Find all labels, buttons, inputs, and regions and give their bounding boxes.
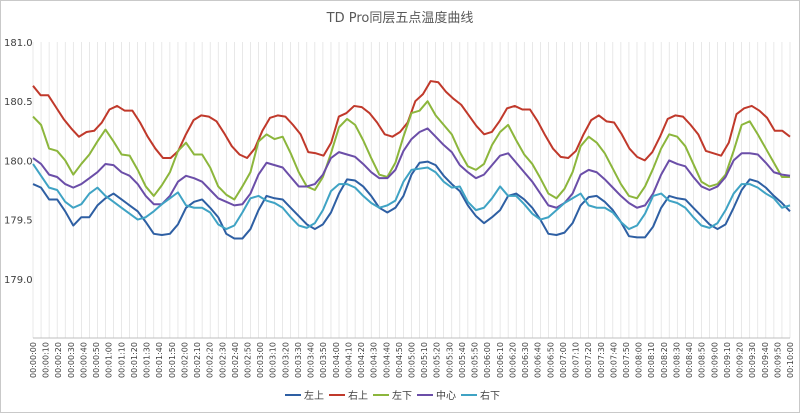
series-line-中心	[32, 127, 791, 209]
series-line-左下	[32, 100, 790, 201]
x-tick-label: 00:10:00	[786, 342, 795, 378]
x-tick-label: 00:05:20	[433, 342, 442, 378]
y-tick-label: 181.0	[4, 38, 33, 49]
x-tick-label: 00:01:30	[143, 342, 152, 378]
x-tick-label: 00:00:40	[80, 342, 89, 378]
x-tick-label: 00:09:40	[761, 342, 770, 378]
legend-label: 左上	[304, 389, 324, 402]
x-tick-label: 00:01:20	[130, 342, 139, 378]
x-tick-label: 00:03:40	[307, 342, 316, 378]
x-tick-label: 00:00:50	[92, 342, 101, 378]
x-tick-label: 00:05:40	[458, 342, 467, 378]
x-tick-label: 00:06:50	[546, 342, 555, 378]
x-tick-label: 00:01:40	[155, 342, 164, 378]
legend-label: 右上	[348, 389, 368, 402]
x-tick-label: 00:03:50	[319, 342, 328, 378]
legend-label: 右下	[480, 389, 500, 402]
x-tick-label: 00:04:50	[395, 342, 404, 378]
x-tick-label: 00:04:20	[357, 342, 366, 378]
x-tick-label: 00:07:10	[572, 342, 581, 378]
x-tick-label: 00:08:30	[673, 342, 682, 378]
x-tick-label: 00:09:10	[723, 342, 732, 378]
x-tick-label: 00:08:20	[660, 342, 669, 378]
x-tick-label: 00:06:30	[521, 342, 530, 378]
x-tick-label: 00:09:20	[736, 342, 745, 378]
series-layer	[32, 80, 791, 240]
x-tick-label: 00:06:00	[483, 342, 492, 378]
x-tick-label: 00:09:00	[710, 342, 719, 378]
x-tick-label: 00:09:30	[748, 342, 757, 378]
x-tick-label: 00:00:00	[29, 342, 38, 378]
x-tick-label: 00:03:10	[269, 342, 278, 378]
x-tick-label: 00:05:00	[408, 342, 417, 378]
x-tick-label: 00:03:30	[294, 342, 303, 378]
series-line-右下	[32, 163, 791, 231]
x-tick-label: 00:08:00	[635, 342, 644, 378]
x-tick-label: 00:07:30	[597, 342, 606, 378]
x-tick-label: 00:01:00	[105, 342, 114, 378]
x-tick-label: 00:00:20	[54, 342, 63, 378]
x-tick-label: 00:01:50	[168, 342, 177, 378]
y-tick-label: 179.0	[4, 275, 33, 286]
x-axis: 00:00:00 00:00:10 00:00:20 00:00:30 00:00:40…	[29, 342, 795, 378]
x-tick-label: 00:08:10	[647, 342, 656, 378]
legend-label: 左下	[392, 389, 412, 402]
x-tick-label: 00:05:30	[445, 342, 454, 378]
x-tick-label: 00:06:10	[496, 342, 505, 378]
series-line-左上	[32, 160, 791, 240]
x-tick-label: 00:07:20	[584, 342, 593, 378]
x-tick-label: 00:04:40	[382, 342, 391, 378]
x-tick-label: 00:02:00	[180, 342, 189, 378]
x-tick-label: 00:04:30	[370, 342, 379, 378]
x-tick-label: 00:02:10	[193, 342, 202, 378]
x-tick-label: 00:09:50	[773, 342, 782, 378]
x-tick-label: 00:02:20	[206, 342, 215, 378]
x-tick-label: 00:00:10	[42, 342, 51, 378]
x-tick-label: 00:07:40	[609, 342, 618, 378]
x-tick-label: 00:07:50	[622, 342, 631, 378]
x-tick-label: 00:02:30	[218, 342, 227, 378]
legend-label: 中心	[436, 389, 456, 402]
x-tick-label: 00:02:50	[244, 342, 253, 378]
chart-title: TD Pro同层五点温度曲线	[326, 10, 474, 26]
x-tick-label: 00:06:40	[534, 342, 543, 378]
grid-layer	[32, 42, 791, 339]
y-axis: 181.0 180.5 180.0 179.5 179.0	[4, 38, 33, 286]
x-tick-label: 00:05:10	[420, 342, 429, 378]
x-tick-label: 00:08:40	[685, 342, 694, 378]
x-tick-label: 00:01:10	[117, 342, 126, 378]
x-tick-label: 00:02:40	[231, 342, 240, 378]
x-tick-label: 00:07:00	[559, 342, 568, 378]
series-line-右上	[32, 80, 791, 162]
x-tick-label: 00:00:30	[67, 342, 76, 378]
x-tick-label: 00:04:10	[344, 342, 353, 378]
x-tick-label: 00:04:00	[332, 342, 341, 378]
x-tick-label: 00:03:20	[281, 342, 290, 378]
y-tick-label: 180.5	[4, 97, 33, 108]
x-tick-label: 00:03:00	[256, 342, 265, 378]
x-tick-label: 00:08:50	[698, 342, 707, 378]
y-tick-label: 180.0	[4, 156, 33, 167]
y-tick-label: 179.5	[4, 216, 33, 227]
x-tick-label: 00:05:50	[471, 342, 480, 378]
x-tick-label: 00:06:20	[508, 342, 517, 378]
legend: 左上 右上 左下 中心 右下	[285, 389, 500, 402]
